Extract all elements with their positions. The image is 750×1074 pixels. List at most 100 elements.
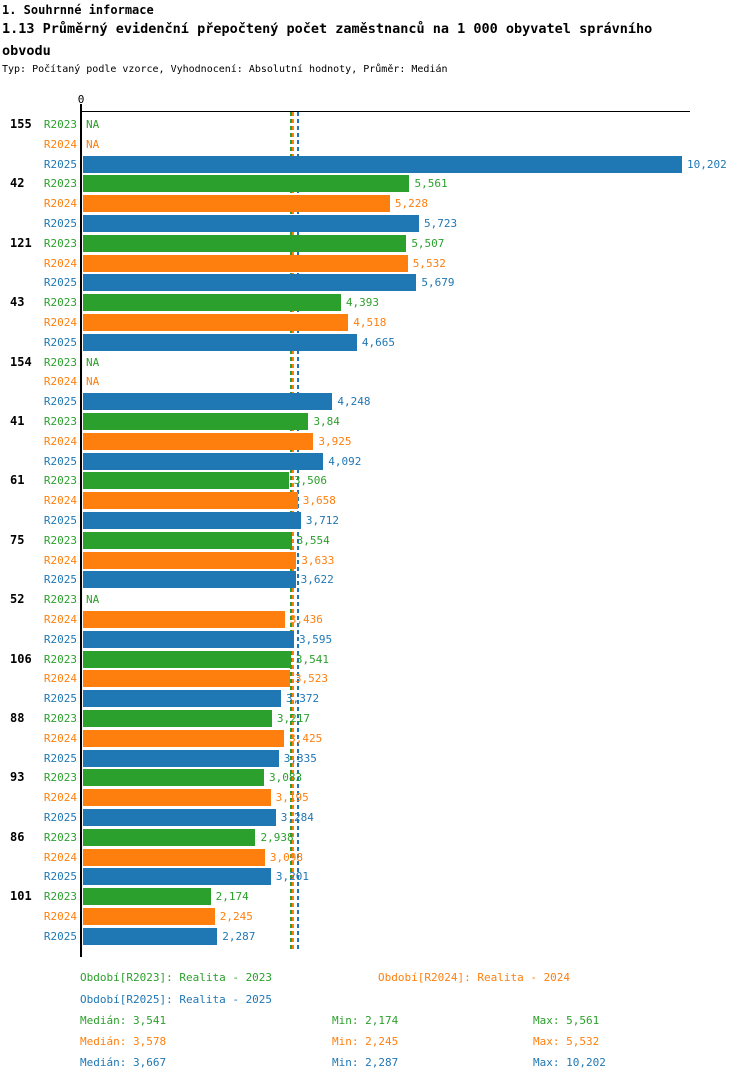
bar-r2024-52: [83, 611, 285, 628]
bar-r2025-101: [83, 927, 218, 945]
bar-r2025-42: [83, 215, 419, 232]
bar-value-label: 4,665: [361, 335, 395, 349]
bar-r2024-75: [83, 551, 297, 569]
bar-value-label: 3,541: [295, 652, 330, 666]
series-label: R2025: [43, 632, 77, 646]
category-label: 101: [10, 889, 32, 904]
x-axis-line: [80, 111, 690, 112]
chart-title: 1.13 Průměrný evidenční přepočtený počet…: [2, 21, 653, 59]
stat-max-r2025: Max: 10,202: [533, 1056, 606, 1069]
bar-value-label: 10,202: [686, 157, 727, 171]
bar-value-label: 3,425: [289, 731, 323, 745]
series-label: R2025: [43, 335, 77, 349]
bar-value-label: 5,507: [411, 236, 445, 250]
series-label: R2023: [43, 296, 77, 310]
bar-value-label: 2,245: [219, 910, 253, 923]
bar-r2025-52: [83, 630, 295, 648]
median-line-r2025: [297, 112, 300, 952]
series-label: R2024: [43, 850, 77, 864]
category-label: 61: [10, 473, 25, 488]
stat-median-r2025: Medián: 3,667: [80, 1056, 167, 1069]
series-label: R2025: [43, 514, 77, 527]
series-label: R2025: [43, 811, 77, 824]
bar-value-label: 3,712: [305, 514, 340, 527]
series-label: R2024: [43, 731, 77, 745]
bar-value-label: 3,217: [276, 712, 310, 725]
bar-value-label: 3,523: [294, 672, 328, 686]
na-label: NA: [86, 593, 100, 607]
bar-value-label: 3,595: [299, 632, 333, 646]
series-label: R2024: [43, 613, 77, 626]
bar-value-label: 5,561: [414, 177, 448, 191]
bar-r2025-75: [83, 571, 296, 589]
series-label: R2025: [43, 395, 77, 409]
bar-value-label: 3,633: [301, 553, 335, 567]
series-label: R2025: [43, 929, 77, 943]
bar-value-label: 3,098: [269, 850, 303, 864]
bar-value-label: 5,679: [421, 276, 455, 290]
series-label: R2024: [43, 910, 77, 923]
series-label: R2024: [43, 375, 77, 389]
na-label: NA: [86, 355, 100, 369]
series-label: R2023: [43, 593, 77, 607]
series-label: R2023: [43, 415, 77, 428]
bar-r2023-61: [83, 472, 289, 490]
bar-value-label: 4,518: [353, 316, 387, 329]
bar-r2023-42: [83, 175, 410, 193]
bar-r2025-43: [83, 333, 357, 351]
stat-min-r2025: Min: 2,287: [332, 1056, 399, 1069]
series-label: R2024: [43, 316, 77, 329]
bar-value-label: 3,335: [283, 751, 317, 765]
series-label: R2023: [43, 830, 77, 844]
series-label: R2025: [43, 454, 77, 468]
category-label: 88: [10, 711, 25, 725]
series-label: R2023: [43, 652, 77, 666]
bar-value-label: 4,393: [345, 296, 380, 310]
bar-value-label: 3,658: [302, 494, 336, 508]
bar-r2025-121: [83, 274, 417, 292]
bar-value-label: 3,436: [289, 613, 323, 626]
na-label: NA: [86, 137, 100, 151]
series-label: R2023: [43, 118, 77, 131]
category-label: 93: [10, 770, 25, 785]
bar-value-label: 3,554: [296, 533, 330, 547]
median-line-r2024: [292, 112, 295, 952]
bar-r2025-155: [83, 155, 682, 173]
category-label: 154: [10, 354, 32, 369]
x-axis-zero-label: 0: [77, 93, 85, 106]
series-label: R2023: [43, 177, 77, 191]
bar-r2024-101: [83, 908, 215, 925]
bar-r2025-106: [83, 690, 281, 708]
series-label: R2024: [43, 197, 77, 211]
bar-value-label: 3,201: [275, 870, 310, 884]
chart-meta-line: Typ: Počítaný podle vzorce, Vyhodnocení:…: [2, 64, 448, 75]
series-label: R2025: [43, 751, 77, 765]
page-title: 1. Souhrnné informace: [2, 3, 154, 17]
bar-r2023-101: [83, 888, 211, 906]
bar-value-label: 5,723: [423, 217, 458, 230]
bar-r2024-42: [83, 195, 390, 213]
legend-item-r2024: Období[R2024]: Realita - 2024: [378, 971, 571, 984]
series-label: R2023: [43, 712, 77, 725]
bar-value-label: 2,174: [215, 890, 249, 904]
category-label: 41: [10, 414, 25, 428]
bar-value-label: 3,925: [318, 434, 352, 448]
series-label: R2023: [43, 890, 77, 904]
bar-r2023-43: [83, 294, 341, 312]
bar-value-label: 3,372: [285, 692, 320, 706]
stat-median-r2024: Medián: 3,578: [80, 1035, 167, 1048]
bar-r2025-41: [83, 452, 324, 470]
bar-value-label: 2,287: [222, 929, 256, 943]
bar-value-label: 3,622: [300, 573, 334, 587]
bar-value-label: 3,195: [275, 791, 309, 805]
bar-value-label: 3,84: [313, 415, 340, 428]
bar-value-label: 3,083: [269, 771, 303, 785]
series-label: R2024: [43, 791, 77, 805]
series-label: R2023: [43, 355, 77, 369]
series-label: R2025: [43, 276, 77, 290]
bar-r2023-88: [83, 710, 272, 727]
bar-r2024-41: [83, 432, 314, 450]
bar-r2023-86: [83, 828, 256, 846]
bar-r2024-43: [83, 314, 349, 331]
